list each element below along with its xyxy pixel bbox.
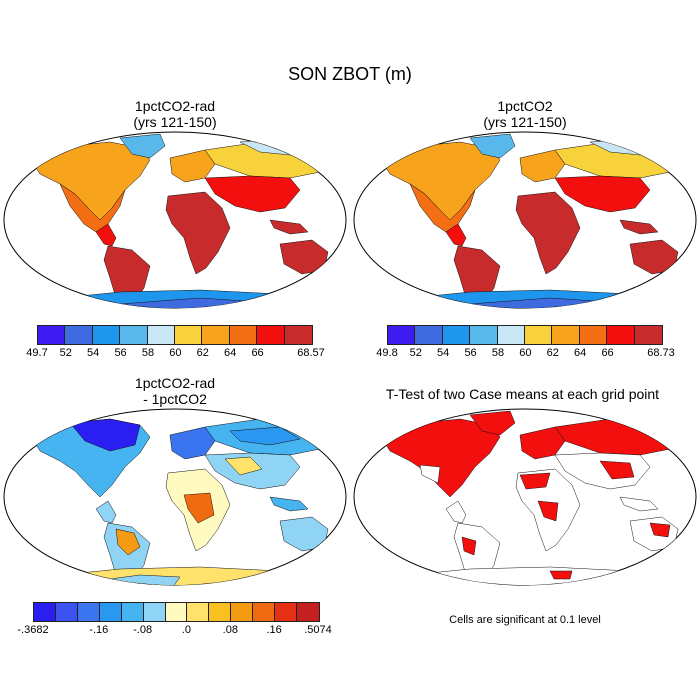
north-america-south xyxy=(59,183,126,233)
colorbar-tick-label: 66 xyxy=(251,347,264,359)
colorbar-tick-label: 66 xyxy=(601,347,614,359)
colorbar-swatch xyxy=(55,603,78,621)
colorbar-tick-label: 60 xyxy=(169,347,182,359)
colorbar-swatch xyxy=(634,326,662,344)
panel-title-exp-line1: 1pctCO2-rad xyxy=(134,98,216,114)
asia-south xyxy=(204,175,301,213)
colorbar-ctrl xyxy=(387,325,663,345)
map-ctrl xyxy=(353,131,697,309)
colorbar-tick-label: 68.73 xyxy=(647,347,675,359)
colorbar-tick-label: 60 xyxy=(519,347,532,359)
panel-title-diff-line2: - 1pctCO2 xyxy=(143,391,207,407)
colorbar-swatch xyxy=(297,603,319,621)
colorbar-tick-label: 49.8 xyxy=(376,347,398,359)
colorbar-tick-label: 62 xyxy=(546,347,559,359)
panel-title-ctrl-line2: (yrs 121-150) xyxy=(483,114,567,130)
colorbar-swatch xyxy=(187,603,210,621)
colorbar-tick-label: .0 xyxy=(181,624,192,636)
colorbar-swatch xyxy=(229,326,258,344)
map-ttest xyxy=(353,408,697,586)
colorbar-tick-label: .08 xyxy=(222,624,238,636)
colorbar-tick-label: .5074 xyxy=(304,624,332,636)
colorbar-tick-label: 52 xyxy=(59,347,72,359)
colorbar-tick-label: 68.57 xyxy=(297,347,325,359)
colorbar-swatch xyxy=(99,603,122,621)
colorbar-tick-label: 58 xyxy=(491,347,505,359)
colorbar-tick-label: .16 xyxy=(266,624,282,636)
colorbar-exp xyxy=(37,325,313,345)
colorbar-swatch xyxy=(174,326,203,344)
colorbar-swatch xyxy=(65,326,93,344)
colorbar-swatch xyxy=(442,326,471,344)
panel-title-ttest-line1: T-Test of two Case means at each grid po… xyxy=(385,386,660,402)
colorbar-tick-label: -.08 xyxy=(133,624,153,636)
colorbar-swatch xyxy=(209,603,232,621)
colorbar-tick-label: 56 xyxy=(114,347,127,359)
colorbar-swatch xyxy=(147,326,175,344)
map-exp xyxy=(3,131,347,309)
colorbar-tick-label: 64 xyxy=(574,347,587,359)
colorbar-swatch xyxy=(121,603,144,621)
colorbar-swatch xyxy=(284,326,312,344)
colorbar-swatch xyxy=(257,326,285,344)
colorbar-swatch xyxy=(202,326,230,344)
colorbar-swatch xyxy=(77,603,100,621)
panel-title-ttest: T-Test of two Case means at each grid po… xyxy=(350,386,695,402)
figure-title: SON ZBOT (m) xyxy=(288,64,412,84)
colorbar-swatch xyxy=(524,326,553,344)
colorbar-tick-label: 52 xyxy=(409,347,422,359)
south-america xyxy=(103,245,151,308)
colorbar-tick-label: 54 xyxy=(437,347,450,359)
colorbar-diff xyxy=(33,602,320,622)
colorbar-tick-label: 64 xyxy=(224,347,237,359)
colorbar-swatch xyxy=(470,326,498,344)
panel-title-ctrl: 1pctCO2 (yrs 121-150) xyxy=(370,98,680,130)
colorbar-swatch xyxy=(275,603,298,621)
panel-title-diff-line1: 1pctCO2-rad xyxy=(134,375,216,391)
colorbar-swatch xyxy=(34,603,56,621)
colorbar-swatch xyxy=(231,603,254,621)
colorbar-swatch xyxy=(388,326,416,344)
colorbar-swatch xyxy=(143,603,166,621)
colorbar-tick-label: -.16 xyxy=(89,624,109,636)
panel-title-exp-line2: (yrs 121-150) xyxy=(133,114,217,130)
colorbar-swatch xyxy=(415,326,443,344)
map-diff xyxy=(3,408,347,586)
colorbar-swatch xyxy=(607,326,635,344)
colorbar-tick-label: 58 xyxy=(141,347,155,359)
panel-title-exp: 1pctCO2-rad (yrs 121-150) xyxy=(20,98,330,130)
colorbar-tick-label: 62 xyxy=(196,347,209,359)
colorbar-tick-label: 56 xyxy=(464,347,477,359)
colorbar-swatch xyxy=(165,603,188,621)
greenland xyxy=(119,133,166,159)
colorbar-swatch xyxy=(38,326,66,344)
colorbar-swatch xyxy=(552,326,580,344)
colorbar-swatch xyxy=(92,326,121,344)
antarctica-interior xyxy=(119,297,261,308)
colorbar-tick-label: -.3682 xyxy=(17,624,49,636)
indonesia xyxy=(269,219,309,235)
colorbar-swatch xyxy=(579,326,608,344)
central-america xyxy=(95,223,117,247)
colorbar-swatch xyxy=(253,603,276,621)
panel-title-diff: 1pctCO2-rad - 1pctCO2 xyxy=(20,375,330,407)
panel-title-ctrl-line1: 1pctCO2 xyxy=(497,98,553,114)
colorbar-tick-label: 49.7 xyxy=(26,347,48,359)
significance-note: Cells are significant at 0.1 level xyxy=(449,614,601,626)
africa xyxy=(165,191,231,275)
colorbar-swatch xyxy=(120,326,148,344)
colorbar-tick-label: 54 xyxy=(87,347,100,359)
colorbar-swatch xyxy=(497,326,525,344)
